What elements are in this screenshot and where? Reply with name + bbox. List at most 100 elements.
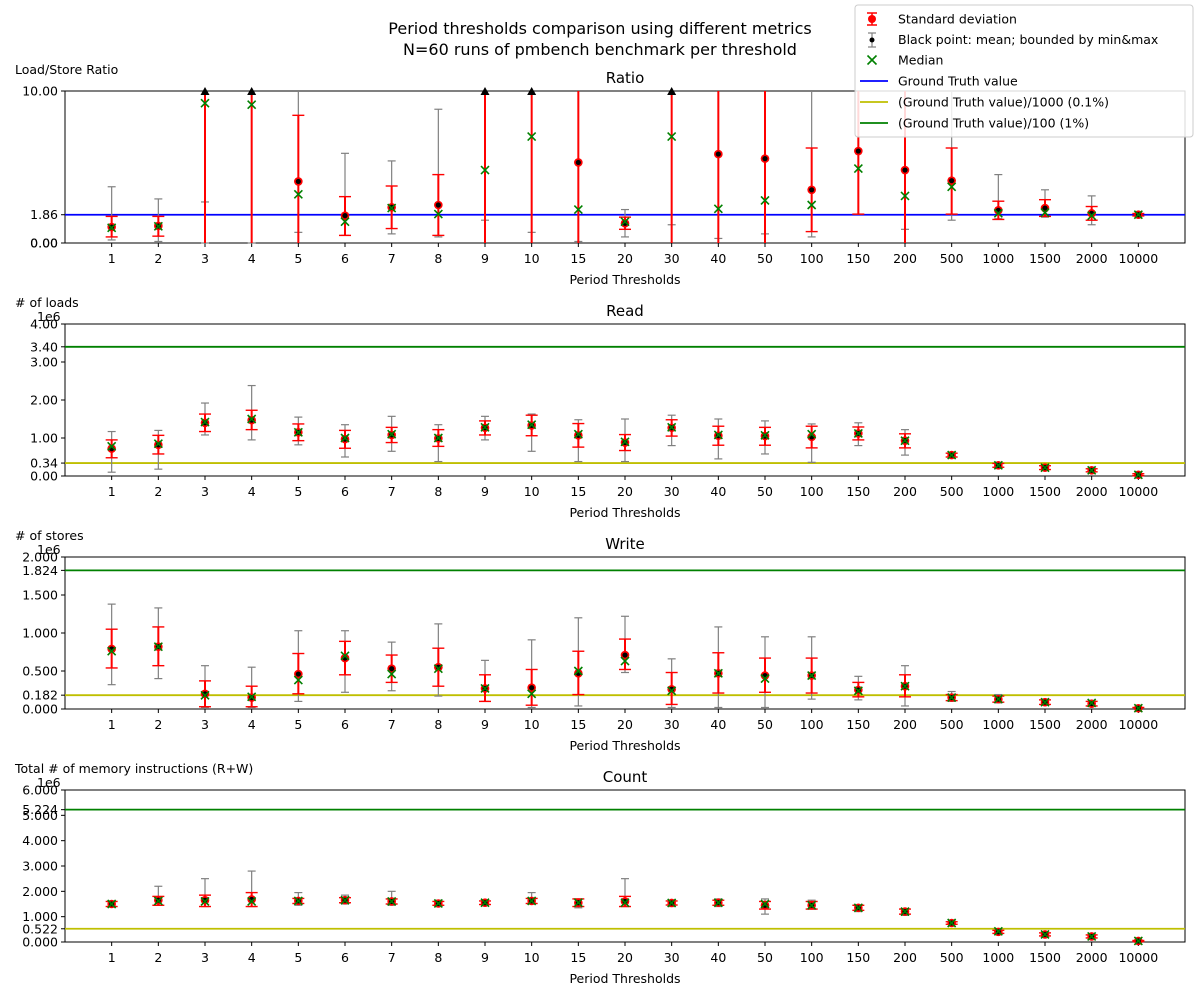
median-marker (480, 898, 490, 908)
mean-marker (1042, 205, 1048, 211)
suptitle-line1: Period thresholds comparison using diffe… (388, 19, 811, 38)
x-tick-label: 200 (893, 251, 917, 266)
x-tick-label: 2000 (1076, 950, 1108, 965)
y-tick-label: 1.500 (22, 588, 58, 603)
mean-marker (622, 898, 628, 905)
median-marker (527, 689, 537, 699)
x-tick-label: 1000 (982, 484, 1014, 499)
data-point-200 (899, 907, 911, 917)
data-point-100 (805, 423, 818, 463)
x-tick-label: 20 (617, 484, 633, 499)
x-tick-label: 50 (757, 484, 773, 499)
data-point-40 (712, 898, 725, 908)
data-point-1000 (992, 693, 1005, 704)
mean-marker (529, 685, 535, 691)
median-marker (807, 429, 817, 439)
x-tick-label: 1 (108, 717, 116, 732)
median-marker (573, 898, 583, 908)
data-point-1000 (992, 460, 1005, 470)
median-marker (433, 209, 443, 219)
median-marker (667, 686, 677, 696)
median-marker (480, 683, 490, 694)
mean-overflow-marker (200, 87, 210, 95)
y-offset-text: 1e6 (37, 775, 61, 790)
data-point-150 (852, 903, 865, 913)
x-tick-label: 500 (940, 251, 964, 266)
legend-mean-label: Black point: mean; bounded by min&max (898, 32, 1158, 47)
median-marker (1040, 208, 1050, 218)
data-point-100 (805, 636, 818, 700)
median-marker (620, 217, 630, 227)
panel-title: Read (606, 302, 644, 320)
x-tick-label: 8 (434, 950, 442, 965)
median-marker (993, 460, 1003, 470)
x-tick-label: 150 (846, 484, 870, 499)
mean-marker (435, 202, 441, 208)
data-point-150 (852, 675, 865, 701)
legend-std-dot (868, 15, 876, 23)
data-point-100 (805, 899, 818, 910)
mean-overflow-marker (667, 87, 677, 95)
legend-mean-dot (869, 37, 875, 43)
x-tick-label: 2000 (1076, 484, 1108, 499)
median-marker (620, 437, 630, 447)
data-point-100 (805, 91, 818, 238)
y-tick-label: 0.522 (22, 921, 58, 936)
mean-marker (575, 432, 581, 438)
median-marker (247, 692, 257, 702)
data-point-15 (573, 91, 583, 243)
x-tick-label: 1 (108, 950, 116, 965)
legend-std-label: Standard deviation (898, 12, 1017, 27)
data-point-1 (105, 603, 118, 686)
data-point-1000 (992, 926, 1005, 937)
median-marker (900, 681, 910, 691)
data-point-9 (479, 898, 491, 908)
data-point-50 (759, 636, 771, 709)
x-tick-label: 10000 (1118, 950, 1158, 965)
x-tick-label: 20 (617, 251, 633, 266)
data-point-4 (245, 870, 258, 908)
y-tick-label: 0.500 (22, 664, 58, 679)
data-point-6 (339, 894, 351, 905)
x-tick-label: 8 (434, 484, 442, 499)
mean-marker (202, 897, 208, 903)
data-point-7 (385, 641, 398, 692)
data-point-15 (572, 898, 585, 909)
median-marker (900, 191, 910, 201)
data-point-1500 (1039, 697, 1051, 707)
median-marker (947, 918, 957, 928)
median-marker (807, 670, 817, 681)
median-marker (293, 675, 303, 685)
data-point-150 (852, 422, 865, 447)
y-tick-label: 3.40 (30, 339, 58, 354)
x-tick-label: 10000 (1118, 484, 1158, 499)
data-point-5 (292, 91, 305, 243)
data-point-30 (665, 898, 678, 908)
x-tick-label: 1 (108, 251, 116, 266)
data-point-9 (480, 87, 490, 243)
data-point-9 (479, 415, 491, 441)
data-point-30 (665, 658, 678, 709)
x-tick-label: 30 (664, 251, 680, 266)
legend-item-gt100: (Ground Truth value)/100 (1%) (860, 116, 1089, 131)
panel-title: Ratio (606, 69, 645, 87)
y-offset-text: 1e6 (37, 309, 61, 324)
median-marker (993, 694, 1003, 704)
data-point-1500 (1039, 929, 1051, 939)
x-tick-label: 150 (846, 950, 870, 965)
x-tick-label: 5 (294, 717, 302, 732)
y-tick-label: 0.00 (30, 469, 58, 484)
x-axis-label: Period Thresholds (569, 971, 680, 986)
x-tick-label: 100 (800, 484, 824, 499)
data-point-10000 (1132, 936, 1145, 946)
x-tick-label: 100 (800, 251, 824, 266)
data-point-30 (667, 87, 677, 243)
x-tick-label: 30 (664, 484, 680, 499)
x-tick-label: 9 (481, 251, 489, 266)
x-tick-label: 5 (294, 251, 302, 266)
mean-marker (342, 436, 348, 442)
mean-marker (295, 178, 301, 185)
x-tick-label: 200 (893, 484, 917, 499)
y-axis-label: # of stores (15, 528, 84, 543)
data-point-2000 (1085, 931, 1098, 941)
